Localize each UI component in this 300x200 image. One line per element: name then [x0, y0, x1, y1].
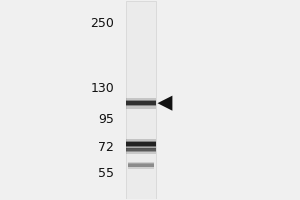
Bar [128, 162, 154, 169]
Text: 55: 55 [98, 167, 114, 180]
Polygon shape [158, 96, 172, 111]
Bar [126, 142, 156, 146]
Bar [126, 148, 156, 151]
Bar [126, 146, 156, 154]
Bar [126, 141, 156, 147]
Bar [126, 148, 156, 152]
Text: 72: 72 [98, 141, 114, 154]
Bar [126, 101, 156, 105]
Bar [128, 164, 154, 167]
Bar [128, 163, 154, 167]
Text: 250: 250 [90, 17, 114, 30]
Bar [126, 1, 156, 199]
Bar [126, 139, 156, 149]
Text: 130: 130 [90, 82, 114, 95]
Bar [126, 98, 156, 109]
Text: 95: 95 [98, 113, 114, 126]
Bar [126, 100, 156, 106]
